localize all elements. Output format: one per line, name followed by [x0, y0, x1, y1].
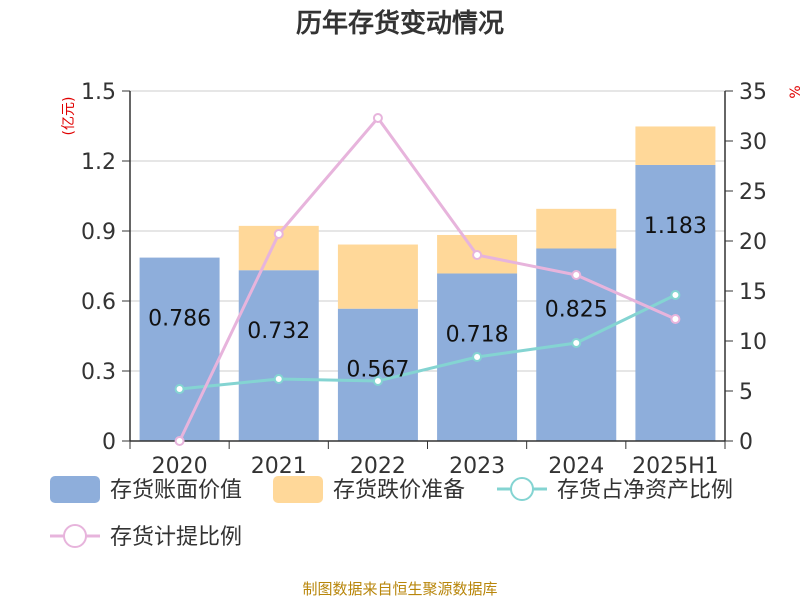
bar-book-value: [238, 270, 319, 441]
right-axis-unit: %: [788, 85, 800, 98]
left-tick-label: 1.5: [81, 80, 116, 105]
right-tick-label: 35: [739, 80, 767, 105]
line-provision-ratio-point: [372, 113, 383, 123]
legend-impairment-label: 存货跌价准备: [333, 478, 465, 503]
right-tick-label: 5: [739, 380, 753, 405]
line-provision-ratio-point: [670, 314, 681, 324]
line-ratio-net-assets-point: [174, 384, 185, 394]
chart-title: 历年存货变动情况: [296, 8, 504, 39]
bar-value-label: 0.825: [545, 298, 608, 323]
legend-ratio-net-assets-marker: [510, 477, 534, 501]
line-ratio-net-assets-point: [571, 338, 582, 348]
legend-book-value-label: 存货账面价值: [110, 478, 242, 503]
x-tick-label: 2022: [350, 454, 406, 479]
bar-book-value: [139, 257, 220, 441]
bar-impairment: [635, 126, 716, 165]
bar-series: [139, 126, 716, 441]
line-ratio-net-assets: [179, 293, 677, 391]
line-ratio-net-assets-point: [372, 376, 383, 386]
right-tick-label: 20: [739, 230, 767, 255]
gridlines: [130, 90, 725, 372]
left-tick-label: 0.9: [81, 220, 116, 245]
axes: 0 0.3 0.6 0.9 1.2 1.5 0 5 10 15 20 25 30 35 2020 2021 20…: [81, 80, 767, 479]
x-tick-label: 2023: [449, 454, 505, 479]
line-provision-ratio: [178, 115, 677, 442]
legend-ratio-net-assets-label: 存货占净资产比例: [557, 478, 733, 503]
left-tick-label: 1.2: [81, 150, 116, 175]
bar-value-label: 0.567: [346, 358, 409, 383]
line-provision-ratio-point: [571, 270, 582, 280]
line-provision-ratio-point: [472, 250, 483, 260]
right-tick-label: 10: [739, 330, 767, 355]
left-tick-label: 0.6: [81, 290, 116, 315]
left-axis-unit: (亿元): [61, 97, 77, 136]
line-ratio-net-assets-point: [273, 374, 284, 384]
bar-impairment: [536, 208, 617, 249]
x-tick-label: 2024: [548, 454, 604, 479]
bar-book-value: [635, 164, 716, 441]
legend-provision-ratio-marker: [63, 524, 87, 548]
line-provision-ratio-point: [174, 436, 185, 446]
x-tick-label: 2020: [152, 454, 208, 479]
source-note: 制图数据来自恒生聚源数据库: [302, 580, 497, 598]
line-ratio-net-assets-point: [670, 290, 681, 300]
bar-value-label: 0.718: [446, 322, 509, 347]
data-labels: 0.786 0.732 0.567 0.718 0.825 1.183: [148, 214, 707, 383]
line-ratio-net-assets-point: [472, 352, 483, 362]
left-tick-label: 0.3: [81, 360, 116, 385]
line-series: [174, 113, 681, 446]
bar-value-label: 1.183: [644, 214, 707, 239]
bar-impairment: [337, 244, 418, 309]
line-provision-ratio-point: [273, 229, 284, 239]
left-tick-label: 0: [102, 430, 116, 455]
right-tick-label: 15: [739, 280, 767, 305]
x-tick-label: 2025H1: [632, 454, 719, 479]
legend-provision-ratio-label: 存货计提比例: [110, 525, 242, 550]
x-tick-label: 2021: [251, 454, 307, 479]
bar-value-label: 0.732: [247, 319, 310, 344]
right-tick-label: 25: [739, 180, 767, 205]
right-tick-label: 30: [739, 130, 767, 155]
legend-impairment-swatch: [273, 476, 323, 503]
right-tick-label: 0: [739, 430, 753, 455]
legend-book-value-swatch: [50, 476, 100, 503]
bar-value-label: 0.786: [148, 307, 211, 332]
